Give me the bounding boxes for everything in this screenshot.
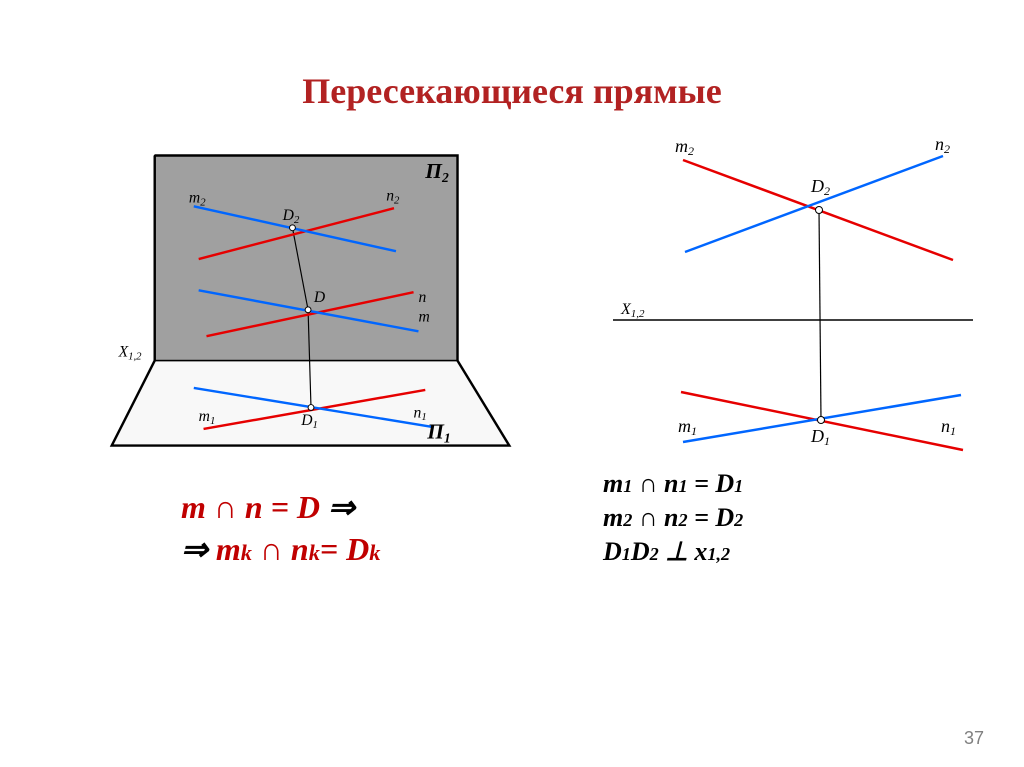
label-m1-r: m1 <box>678 416 697 438</box>
point-d1-r <box>818 417 825 424</box>
formula-left-l2a: ⇒ <box>181 531 208 567</box>
formula-left-l2f: = D <box>320 531 369 567</box>
fr-l3c: D <box>631 537 650 566</box>
fr-l3e: ⊥ x <box>659 537 708 566</box>
label-x12-r: X1,2 <box>620 301 645 320</box>
page-number: 37 <box>964 728 984 749</box>
right-panel: m2 n2 D2 X1,2 m1 n1 D1 m1 ∩ n1 = D1 m2 ∩… <box>603 132 983 570</box>
label-n2-r: n2 <box>935 134 950 156</box>
right-diagram: m2 n2 D2 X1,2 m1 n1 D1 <box>603 132 983 472</box>
connector-d2-d1 <box>819 210 821 420</box>
formula-left-l1a: m ∩ n = D <box>181 489 328 525</box>
fr-l1e: = D <box>688 469 735 498</box>
left-diagram: П2 П1 X1,2 m2 n2 D2 D m n m1 n1 D1 <box>101 132 521 472</box>
diagrams-row: П2 П1 X1,2 m2 n2 D2 D m n m1 n1 D1 m ∩ n… <box>0 132 1024 570</box>
label-d2-r: D2 <box>810 176 830 198</box>
fr-l1b: 1 <box>623 476 632 496</box>
fr-l1a: m <box>603 469 623 498</box>
formula-right: m1 ∩ n1 = D1 m2 ∩ n2 = D2 D1D2 ⊥ x1,2 <box>603 467 983 568</box>
fr-l2b: 2 <box>623 510 632 530</box>
fr-l3f: 1,2 <box>707 544 730 564</box>
left-panel: П2 П1 X1,2 m2 n2 D2 D m n m1 n1 D1 m ∩ n… <box>41 132 521 570</box>
formula-left-l2b: m <box>208 531 241 567</box>
fr-l3b: 1 <box>622 544 631 564</box>
fr-l2c: ∩ n <box>632 503 678 532</box>
fr-l3d: 2 <box>650 544 659 564</box>
fr-l2a: m <box>603 503 623 532</box>
point-d <box>305 307 311 313</box>
label-n1-r: n1 <box>941 416 956 438</box>
formula-left-l1b: ⇒ <box>328 489 355 525</box>
formula-left: m ∩ n = D ⇒ ⇒ mk ∩ nk= Dk <box>181 487 521 570</box>
label-d1-r: D1 <box>810 426 830 448</box>
fr-l3a: D <box>603 537 622 566</box>
label-x12: X1,2 <box>118 344 143 363</box>
label-m2-r: m2 <box>675 136 694 158</box>
fr-l1f: 1 <box>734 476 743 496</box>
point-d2-r <box>816 207 823 214</box>
page-title: Пересекающиеся прямые <box>0 0 1024 112</box>
label-m: m <box>418 309 429 326</box>
fr-l2d: 2 <box>678 510 687 530</box>
formula-left-l2c: k <box>241 540 252 565</box>
fr-l2f: 2 <box>734 510 743 530</box>
label-n: n <box>418 289 426 306</box>
fr-l1c: ∩ n <box>632 469 678 498</box>
formula-left-l2d: ∩ n <box>252 531 309 567</box>
point-d1 <box>308 405 314 411</box>
fr-l2e: = D <box>688 503 735 532</box>
fr-l1d: 1 <box>678 476 687 496</box>
formula-left-l2e: k <box>309 540 320 565</box>
line-n2-r <box>685 156 943 252</box>
formula-left-l2g: k <box>369 540 380 565</box>
label-d: D <box>313 289 326 306</box>
